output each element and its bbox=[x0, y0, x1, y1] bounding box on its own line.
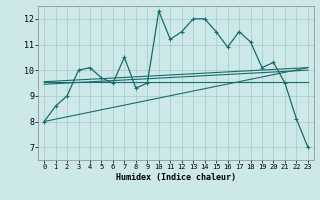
X-axis label: Humidex (Indice chaleur): Humidex (Indice chaleur) bbox=[116, 173, 236, 182]
